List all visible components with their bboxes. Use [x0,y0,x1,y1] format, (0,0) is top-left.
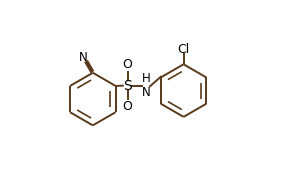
Text: N: N [142,86,151,99]
Text: H: H [142,72,151,85]
Text: Cl: Cl [178,43,190,56]
Text: O: O [123,100,133,113]
Text: N: N [79,51,88,64]
Text: S: S [123,78,132,93]
Text: O: O [123,58,133,71]
